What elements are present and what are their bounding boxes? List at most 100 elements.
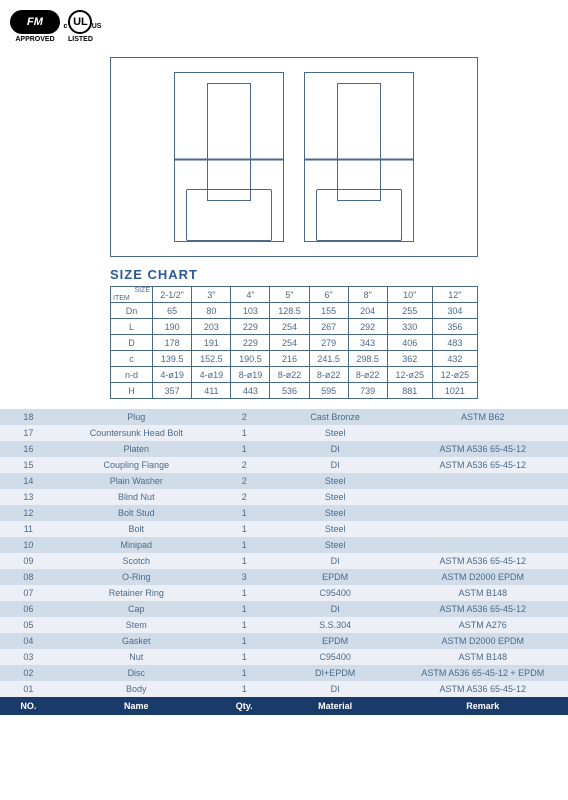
- bom-cell-material: Steel: [273, 521, 398, 537]
- size-cell: 881: [387, 383, 432, 399]
- bom-cell-qty: 1: [216, 649, 273, 665]
- bom-cell-qty: 1: [216, 585, 273, 601]
- bom-cell-remark: ASTM A276: [398, 617, 568, 633]
- bom-cell-name: Retainer Ring: [57, 585, 216, 601]
- size-cell: 406: [387, 335, 432, 351]
- bom-cell-material: DI: [273, 553, 398, 569]
- size-cell: 536: [270, 383, 309, 399]
- bom-cell-name: Minipad: [57, 537, 216, 553]
- bom-cell-material: DI: [273, 457, 398, 473]
- bom-cell-qty: 1: [216, 633, 273, 649]
- size-cell: 65: [153, 303, 192, 319]
- valve-front-view: [174, 72, 284, 242]
- ul-c: c: [63, 23, 67, 30]
- size-cell: 254: [270, 335, 309, 351]
- size-cell: 483: [432, 335, 477, 351]
- bom-cell-material: C95400: [273, 585, 398, 601]
- bom-cell-remark: ASTM B148: [398, 585, 568, 601]
- bom-cell-qty: 1: [216, 665, 273, 681]
- bom-cell-remark: [398, 521, 568, 537]
- bom-cell-remark: ASTM D2000 EPDM: [398, 569, 568, 585]
- bom-row: 17Countersunk Head Bolt1Steel: [0, 425, 568, 441]
- bom-cell-remark: ASTM A536 65-45-12 + EPDM: [398, 665, 568, 681]
- ul-us: US: [92, 23, 102, 30]
- bom-cell-material: Steel: [273, 537, 398, 553]
- bom-cell-material: Steel: [273, 473, 398, 489]
- size-cell: 8-ø22: [309, 367, 348, 383]
- size-cell: 432: [432, 351, 477, 367]
- bom-row: 01Body1DIASTM A536 65-45-12: [0, 681, 568, 697]
- bom-cell-material: C95400: [273, 649, 398, 665]
- bom-cell-qty: 1: [216, 521, 273, 537]
- bom-cell-no: 03: [0, 649, 57, 665]
- size-cell: 304: [432, 303, 477, 319]
- fm-logo: FM APPROVED: [10, 10, 60, 43]
- bom-cell-remark: ASTM B148: [398, 649, 568, 665]
- size-cell: 103: [231, 303, 270, 319]
- size-row: Dn6580103128.5155204255304: [111, 303, 478, 319]
- bom-cell-remark: [398, 489, 568, 505]
- bom-cell-remark: ASTM A536 65-45-12: [398, 681, 568, 697]
- bom-cell-name: Body: [57, 681, 216, 697]
- bom-cell-name: Coupling Flange: [57, 457, 216, 473]
- size-cell: 362: [387, 351, 432, 367]
- bom-row: 13Blind Nut2Steel: [0, 489, 568, 505]
- bom-cell-qty: 2: [216, 409, 273, 425]
- size-header-cell: 3": [192, 287, 231, 303]
- size-cell: 254: [270, 319, 309, 335]
- size-chart-header-row: SIZE ITEM 2-1/2"3"4"5"6"8"10"12": [111, 287, 478, 303]
- bom-cell-name: Gasket: [57, 633, 216, 649]
- size-cell: 152.5: [192, 351, 231, 367]
- size-cell: 241.5: [309, 351, 348, 367]
- size-cell: 443: [231, 383, 270, 399]
- size-cell: 4-ø19: [153, 367, 192, 383]
- size-cell: 595: [309, 383, 348, 399]
- size-cell: 216: [270, 351, 309, 367]
- size-row: n-d4-ø194-ø198-ø198-ø228-ø228-ø2212-ø251…: [111, 367, 478, 383]
- bom-cell-name: Stem: [57, 617, 216, 633]
- bom-cell-qty: 1: [216, 425, 273, 441]
- bom-row: 09Scotch1DIASTM A536 65-45-12: [0, 553, 568, 569]
- bom-cell-material: S.S.304: [273, 617, 398, 633]
- size-row-label: L: [111, 319, 153, 335]
- bom-cell-name: Nut: [57, 649, 216, 665]
- bom-row: 10Minipad1Steel: [0, 537, 568, 553]
- bom-row: 14Plain Washer2Steel: [0, 473, 568, 489]
- size-row: L190203229254267292330356: [111, 319, 478, 335]
- bom-cell-no: 08: [0, 569, 57, 585]
- bom-cell-no: 01: [0, 681, 57, 697]
- size-cell: 1021: [432, 383, 477, 399]
- size-header-cell: 8": [348, 287, 387, 303]
- bom-cell-material: EPDM: [273, 569, 398, 585]
- bom-cell-material: EPDM: [273, 633, 398, 649]
- bom-cell-no: 04: [0, 633, 57, 649]
- bom-header-no: NO.: [0, 697, 57, 715]
- size-chart-section: SIZE CHART SIZE ITEM 2-1/2"3"4"5"6"8"10"…: [110, 267, 478, 399]
- size-row: H3574114435365957398811021: [111, 383, 478, 399]
- size-cell: 357: [153, 383, 192, 399]
- bom-table: 18Plug2Cast BronzeASTM B6217Countersunk …: [0, 409, 568, 715]
- bom-cell-no: 17: [0, 425, 57, 441]
- bom-cell-no: 12: [0, 505, 57, 521]
- bom-row: 05Stem1S.S.304ASTM A276: [0, 617, 568, 633]
- ul-label: LISTED: [68, 36, 93, 43]
- size-cell: 279: [309, 335, 348, 351]
- logo-row: FM APPROVED UL c US LISTED: [0, 0, 568, 53]
- bom-cell-name: Bolt Stud: [57, 505, 216, 521]
- bom-cell-remark: ASTM A536 65-45-12: [398, 553, 568, 569]
- size-header-cell: 6": [309, 287, 348, 303]
- size-cell: 330: [387, 319, 432, 335]
- bom-cell-no: 11: [0, 521, 57, 537]
- size-cell: 190.5: [231, 351, 270, 367]
- bom-cell-no: 16: [0, 441, 57, 457]
- size-cell: 139.5: [153, 351, 192, 367]
- bom-row: 11Bolt1Steel: [0, 521, 568, 537]
- size-header-cell: 10": [387, 287, 432, 303]
- bom-cell-remark: [398, 537, 568, 553]
- bom-row: 07Retainer Ring1C95400ASTM B148: [0, 585, 568, 601]
- bom-row: 16Platen1DIASTM A536 65-45-12: [0, 441, 568, 457]
- size-chart-corner: SIZE ITEM: [111, 287, 153, 303]
- size-row-label: D: [111, 335, 153, 351]
- bom-cell-remark: ASTM A536 65-45-12: [398, 457, 568, 473]
- bom-cell-material: Steel: [273, 489, 398, 505]
